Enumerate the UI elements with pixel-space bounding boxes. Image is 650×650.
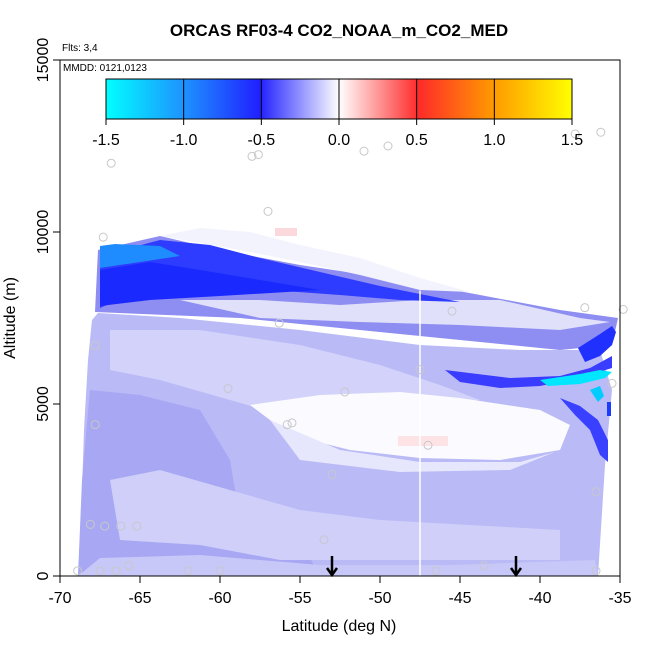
observation-point	[90, 341, 100, 351]
observation-point	[618, 304, 628, 314]
field-right-edge	[560, 398, 608, 462]
observation-point	[90, 420, 100, 430]
observation-point	[591, 487, 601, 497]
y-tick-label: 0	[35, 571, 52, 580]
field-right-blue-upper	[578, 326, 616, 362]
observation-point	[116, 521, 126, 531]
plot-frame	[59, 59, 621, 577]
observation-point	[415, 365, 425, 375]
observation-point	[274, 318, 284, 328]
observation-point	[479, 561, 489, 571]
field-right-blue-spot	[607, 402, 611, 416]
observation-point	[100, 521, 110, 531]
observation-point	[282, 420, 292, 430]
field-bottom-strip	[78, 555, 598, 576]
observation-point	[85, 519, 95, 529]
chart-title: ORCAS RF03-4 CO2_NOAA_m_CO2_MED	[170, 21, 508, 40]
colorbar: -1.5 -1.0 -0.5 0.0 0.5 1.0 1.5	[92, 78, 583, 149]
x-tick-label: -60	[208, 590, 231, 607]
colorbar-tick-label: -1.0	[170, 132, 198, 149]
field-right-cyan	[540, 370, 612, 386]
observation-point	[73, 566, 83, 576]
observation-point	[223, 384, 233, 394]
observation-point	[447, 306, 457, 316]
colorbar-ticks: -1.5 -1.0 -0.5 0.0 0.5 1.0 1.5	[92, 119, 583, 149]
observation-point	[183, 566, 193, 576]
observation-point	[287, 418, 297, 428]
y-tick-label: 5000	[35, 386, 52, 422]
observation-point	[95, 566, 105, 576]
field-top-white	[160, 228, 470, 292]
y-axis-label: Altitude (m)	[2, 277, 19, 359]
observation-points	[73, 127, 628, 576]
y-axis: 0 5000 10000 15000	[35, 38, 60, 580]
field-lower-light	[110, 470, 560, 560]
flights-label: Flts: 3,4	[62, 43, 98, 54]
x-tick-label: -70	[48, 590, 71, 607]
x-tick-label: -35	[608, 590, 631, 607]
arrow-marker	[509, 556, 523, 578]
colorbar-tick-label: -0.5	[248, 132, 276, 149]
x-tick-label: -50	[368, 590, 391, 607]
observation-point	[111, 566, 121, 576]
observation-point	[580, 303, 590, 313]
x-tick-label: -65	[128, 590, 151, 607]
field-dark-blue-band	[100, 240, 460, 308]
colorbar-tick-label: -1.5	[92, 132, 120, 149]
arrow-marker	[325, 556, 339, 578]
field-white-bulge	[250, 392, 570, 460]
observation-point	[423, 440, 433, 450]
x-axis-label: Latitude (deg N)	[282, 618, 397, 635]
field-pale-core	[270, 420, 555, 472]
field-right-cyan-spot	[590, 386, 604, 402]
observation-point	[591, 566, 601, 576]
y-tick-label: 15000	[35, 38, 52, 83]
colorbar-tick-label: 0.0	[328, 132, 350, 149]
observation-point	[327, 470, 337, 480]
observation-point	[106, 158, 116, 168]
field-upper-pale	[180, 300, 610, 330]
field-dark-blue-core	[100, 262, 320, 306]
colorbar-dividers	[183, 79, 495, 119]
observation-point	[340, 387, 350, 397]
colorbar-tick-label: 1.0	[483, 132, 505, 149]
observation-point	[570, 129, 580, 139]
observation-point	[132, 521, 142, 531]
observation-point	[596, 127, 606, 137]
observation-point	[607, 378, 617, 388]
field-right-blue-streak	[445, 356, 612, 388]
x-axis: -70 -65 -60 -55 -50 -45 -40 -35	[48, 576, 632, 607]
observation-point	[263, 206, 273, 216]
observation-point	[247, 151, 257, 161]
observation-point	[253, 150, 263, 160]
y-tick-label: 10000	[35, 210, 52, 255]
observation-point	[319, 535, 329, 545]
observation-point	[431, 566, 441, 576]
arrows	[325, 556, 523, 578]
observation-point	[215, 566, 225, 576]
observation-point	[359, 146, 369, 156]
x-tick-label: -55	[288, 590, 311, 607]
x-tick-label: -45	[448, 590, 471, 607]
field-pink-spot-top	[275, 228, 297, 236]
field-cyan-tip	[100, 244, 180, 268]
x-tick-label: -40	[528, 590, 551, 607]
colorbar-tick-label: 0.5	[406, 132, 428, 149]
heatmap-field	[78, 228, 618, 576]
field-pink-spot	[398, 436, 448, 446]
observation-point	[124, 561, 134, 571]
colorbar-tick-label: 1.5	[561, 132, 583, 149]
observation-point	[98, 232, 108, 242]
observation-point	[383, 141, 393, 151]
dates-label: MMDD: 0121,0123	[63, 63, 147, 74]
